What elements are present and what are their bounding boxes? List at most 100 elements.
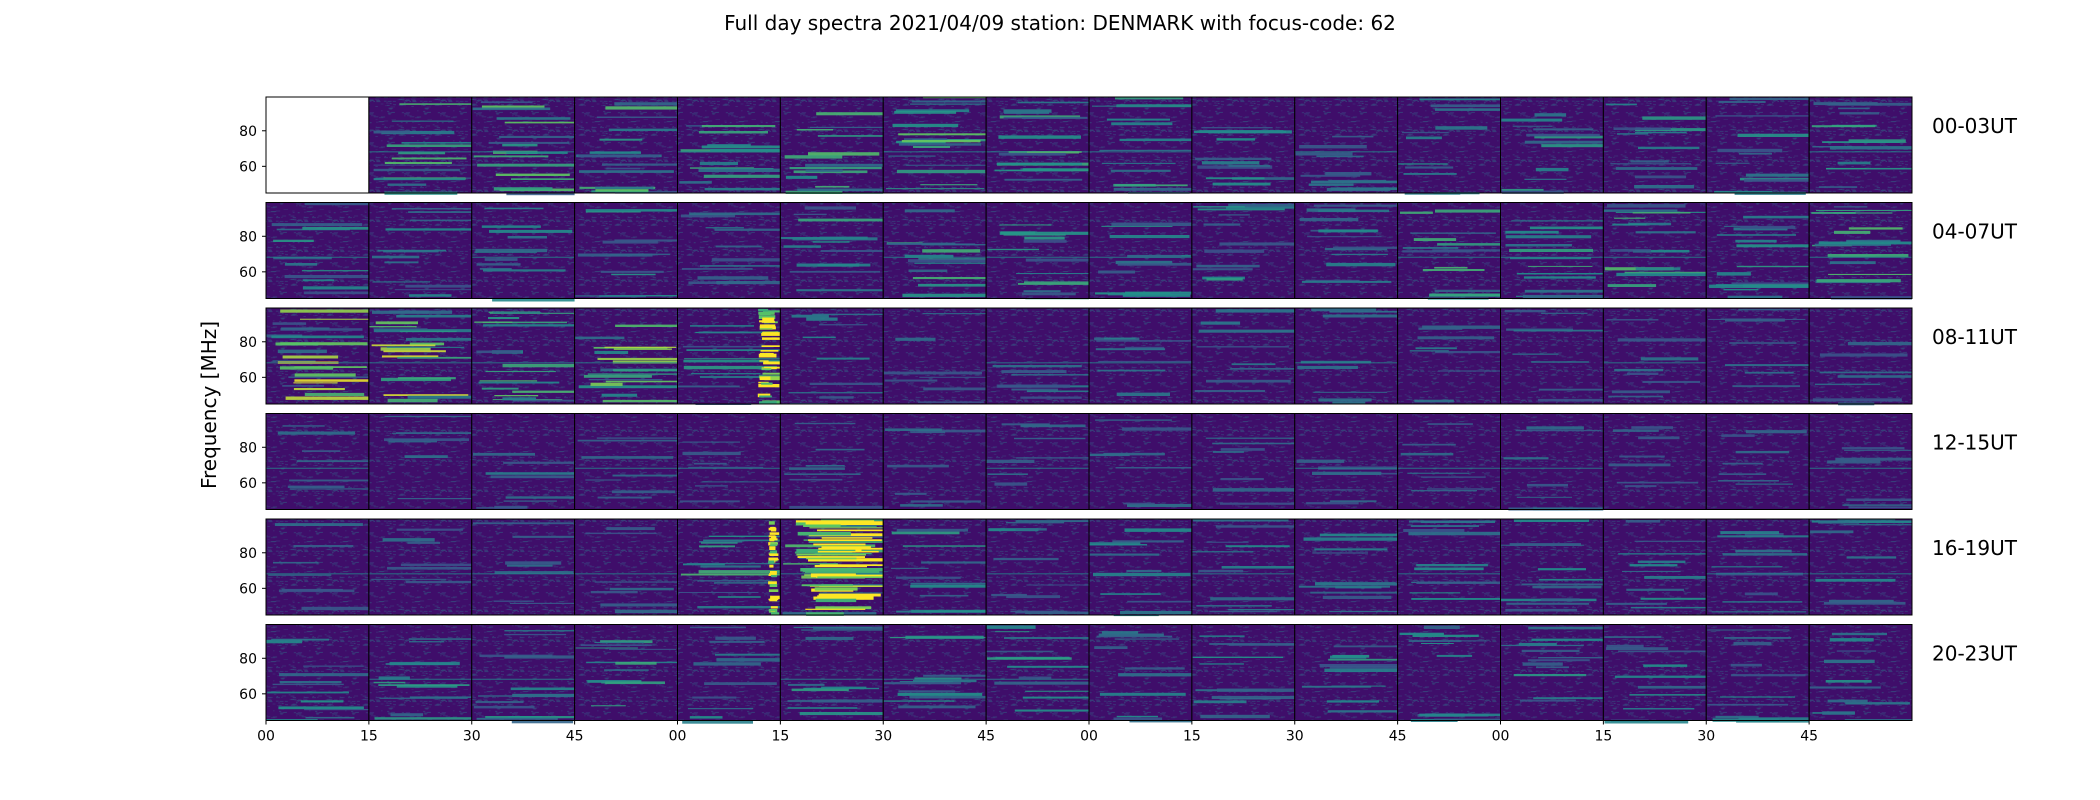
rfi-streak bbox=[1003, 109, 1052, 113]
channel-line bbox=[883, 151, 987, 153]
rfi-streak bbox=[1826, 167, 1912, 170]
rfi-streak bbox=[1632, 212, 1691, 214]
rfi-streak bbox=[901, 140, 981, 143]
rfi-streak bbox=[683, 359, 781, 363]
rfi-streak bbox=[888, 155, 936, 157]
rfi-streak bbox=[1010, 610, 1068, 613]
rfi-streak bbox=[804, 206, 856, 210]
rfi-streak bbox=[1115, 467, 1192, 469]
rfi-streak bbox=[1737, 133, 1810, 137]
rfi-streak bbox=[1404, 192, 1461, 195]
rfi-streak bbox=[381, 130, 455, 135]
rfi-streak bbox=[473, 452, 535, 456]
channel-line bbox=[266, 256, 369, 258]
rfi-streak bbox=[1735, 549, 1792, 553]
burst-segment bbox=[768, 581, 777, 585]
burst-segment bbox=[809, 527, 893, 529]
rfi-streak bbox=[1624, 485, 1657, 488]
rfi-streak bbox=[613, 348, 672, 350]
burst-segment bbox=[817, 576, 903, 579]
rfi-streak bbox=[1199, 130, 1284, 134]
channel-line bbox=[266, 362, 369, 364]
rfi-streak bbox=[1635, 231, 1696, 234]
x-tick-label: 30 bbox=[1286, 729, 1304, 745]
rfi-streak bbox=[1631, 426, 1673, 429]
panel-noise bbox=[1089, 308, 1192, 404]
rfi-streak bbox=[1096, 635, 1173, 638]
rfi-streak bbox=[1427, 423, 1473, 425]
rfi-streak bbox=[1825, 680, 1872, 683]
rfi-streak bbox=[396, 528, 463, 531]
rfi-streak bbox=[819, 396, 854, 399]
rfi-streak bbox=[1206, 379, 1291, 383]
rfi-streak bbox=[1325, 172, 1372, 176]
rfi-streak bbox=[476, 717, 558, 720]
rfi-streak bbox=[597, 496, 652, 499]
rfi-streak bbox=[1818, 186, 1858, 188]
rfi-streak bbox=[808, 540, 884, 543]
panel-noise bbox=[574, 97, 678, 193]
rfi-streak bbox=[1521, 649, 1580, 652]
empty-panel bbox=[266, 97, 369, 193]
rfi-streak bbox=[489, 229, 573, 233]
rfi-streak bbox=[891, 567, 929, 569]
rfi-streak bbox=[1300, 360, 1372, 364]
rfi-streak bbox=[1819, 371, 1912, 374]
radio-burst bbox=[757, 308, 787, 405]
spectrum-panel bbox=[1088, 518, 1193, 617]
rfi-streak bbox=[996, 162, 1082, 166]
rfi-streak bbox=[1126, 569, 1162, 573]
rfi-streak bbox=[820, 534, 884, 538]
burst-segment bbox=[760, 352, 774, 357]
rfi-streak bbox=[1022, 696, 1089, 699]
rfi-streak bbox=[896, 528, 968, 532]
rfi-streak bbox=[1333, 645, 1398, 648]
rfi-streak bbox=[1114, 638, 1180, 640]
panel-frame bbox=[1808, 307, 1913, 405]
rfi-streak bbox=[372, 255, 420, 259]
rfi-streak bbox=[922, 97, 987, 99]
rfi-streak bbox=[272, 360, 316, 362]
spectrum-panel bbox=[1705, 202, 1810, 299]
rfi-streak bbox=[819, 592, 884, 594]
rfi-streak bbox=[611, 490, 676, 494]
rfi-streak bbox=[995, 631, 1030, 633]
rfi-streak bbox=[923, 387, 987, 391]
rfi-streak bbox=[1328, 179, 1387, 182]
burst-segment bbox=[803, 523, 841, 527]
panel-noise bbox=[266, 202, 369, 299]
rfi-streak bbox=[1332, 135, 1374, 138]
rfi-streak bbox=[1089, 544, 1148, 546]
rfi-streak bbox=[1847, 342, 1912, 346]
rfi-streak bbox=[1219, 242, 1295, 246]
rfi-streak bbox=[1408, 531, 1501, 536]
rfi-streak bbox=[1616, 133, 1649, 135]
spectrum-panel bbox=[265, 413, 370, 510]
rfi-streak bbox=[716, 658, 781, 662]
rfi-streak bbox=[1402, 250, 1474, 253]
rfi-streak bbox=[1212, 451, 1244, 453]
rfi-streak bbox=[606, 527, 655, 531]
burst-segment bbox=[758, 315, 776, 319]
rfi-streak bbox=[391, 208, 472, 210]
rfi-streak bbox=[1310, 591, 1397, 594]
rfi-streak bbox=[894, 110, 957, 114]
rfi-streak bbox=[475, 701, 524, 704]
rfi-streak bbox=[387, 398, 438, 403]
rfi-streak bbox=[1504, 310, 1546, 313]
rfi-streak bbox=[1415, 347, 1457, 350]
rfi-streak bbox=[1117, 262, 1192, 266]
rfi-streak bbox=[1846, 239, 1901, 243]
spectrum-panel bbox=[1808, 413, 1913, 510]
channel-line bbox=[266, 467, 369, 469]
spectrum-panel bbox=[471, 202, 576, 302]
spectrum-panel bbox=[1602, 202, 1707, 299]
rfi-streak bbox=[1823, 601, 1906, 605]
rfi-streak bbox=[279, 673, 369, 677]
rfi-streak bbox=[502, 143, 538, 147]
burst-segment bbox=[768, 609, 776, 612]
rfi-streak bbox=[1025, 690, 1089, 692]
rfi-streak bbox=[1845, 702, 1910, 705]
rfi-streak bbox=[1708, 318, 1806, 320]
rfi-streak bbox=[784, 473, 861, 475]
